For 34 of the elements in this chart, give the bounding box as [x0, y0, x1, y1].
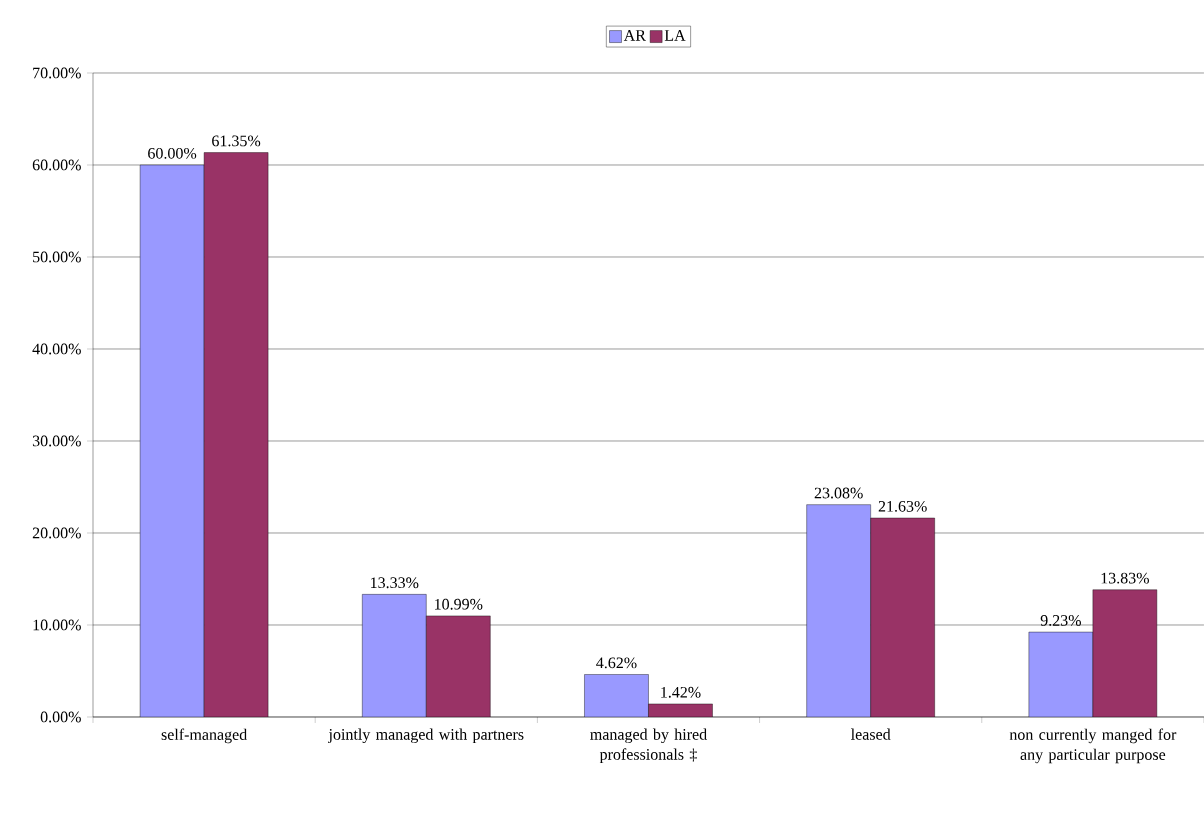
data-label: 60.00% [148, 147, 197, 159]
y-tick-label: 20.00% [32, 527, 81, 539]
x-tick-label: managed by hired professionals ‡ [590, 728, 707, 764]
x-tick-label: non currently manged for any particular purpose [1009, 728, 1177, 764]
y-tick-label: 70.00% [33, 67, 81, 79]
x-tick-label: self-managed [161, 728, 248, 744]
bar [1092, 589, 1158, 717]
y-tick-label: 40.00% [32, 343, 81, 355]
bar [584, 674, 649, 717]
x-tick-label: jointly managed with partners [328, 728, 524, 744]
bar [806, 504, 871, 717]
y-tick-label: 50.00% [33, 251, 81, 263]
y-tick-label: 10.00% [33, 619, 81, 631]
bar [870, 517, 935, 717]
x-tick-label: leased [851, 728, 891, 740]
y-tick-label: 0.00% [40, 711, 81, 723]
bar [203, 152, 269, 717]
bar [139, 164, 205, 717]
data-label: 1.42% [661, 686, 701, 698]
legend-label: LA [664, 30, 686, 41]
bar [1028, 631, 1094, 717]
bar [362, 594, 427, 717]
data-label: 23.08% [814, 487, 863, 499]
y-tick-label: 60.00% [32, 159, 81, 171]
data-label: 9.23% [1040, 615, 1081, 626]
data-label: 4.62% [596, 657, 637, 669]
data-label: 13.33% [371, 577, 419, 589]
data-label: 61.35% [212, 135, 261, 147]
legend-label: AR [623, 30, 646, 41]
data-label: 10.99% [435, 598, 483, 610]
data-label: 13.83% [1101, 572, 1149, 584]
bar [426, 615, 491, 717]
y-tick-label: 30.00% [32, 435, 81, 447]
data-label: 21.63% [878, 500, 927, 512]
